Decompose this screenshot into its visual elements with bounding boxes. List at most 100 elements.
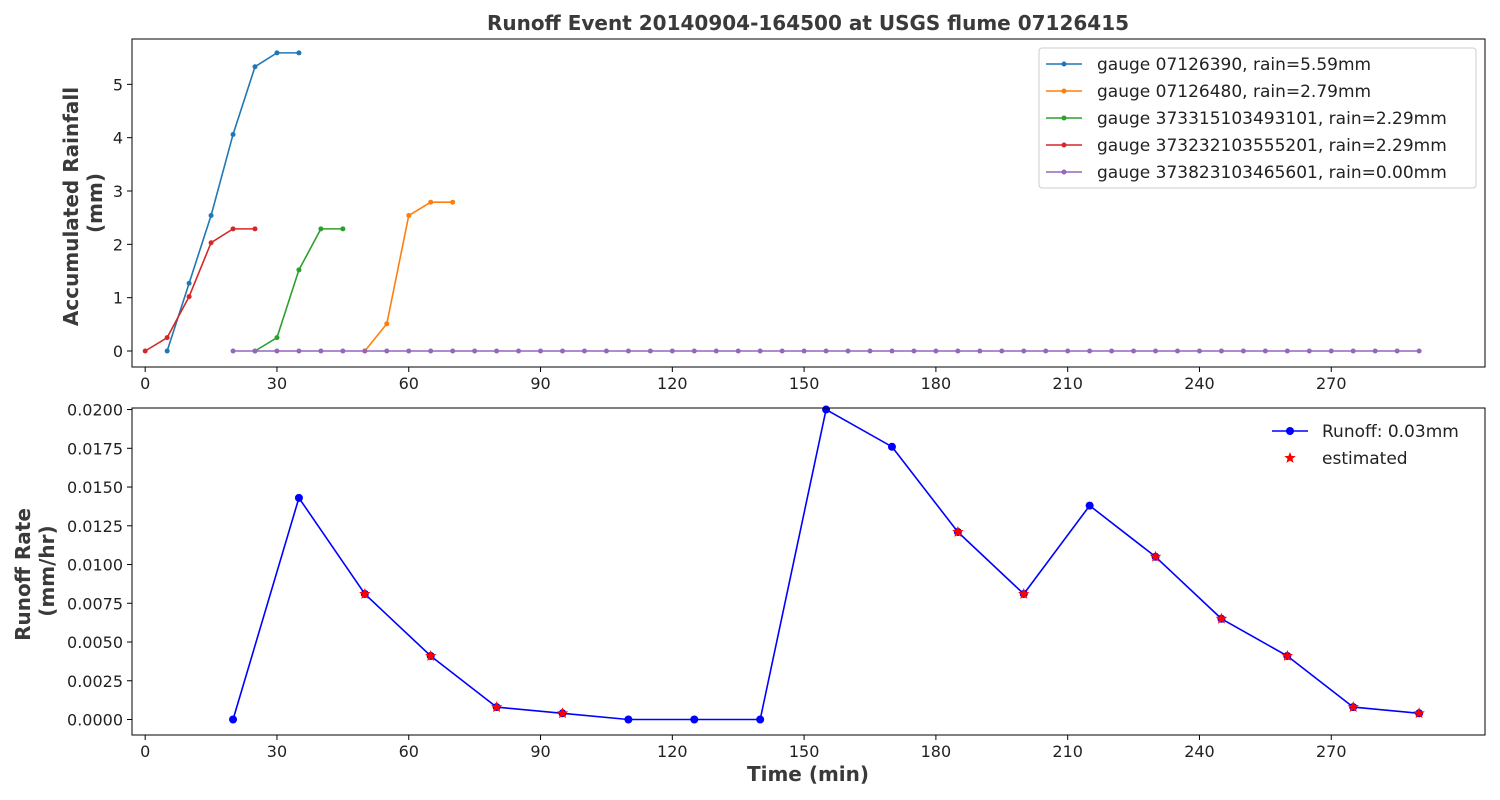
runoff-series-0-point [294, 493, 303, 502]
runoff-legend-label: Runoff: 0.03mm [1322, 422, 1459, 442]
runoff-series-1 [359, 525, 1425, 719]
runoff-series-1-point [1413, 707, 1425, 719]
rainfall-series-4-point [911, 348, 917, 354]
runoff-series-1-point [425, 649, 437, 661]
rainfall-series-4-point [1240, 348, 1246, 354]
rainfall-series-3-point [252, 226, 258, 232]
runoff-series-1-point [490, 701, 503, 712]
rainfall-series-3-point [142, 348, 148, 354]
rainfall-series-2-point [318, 226, 324, 232]
rainfall-y-tick-label: 3 [113, 182, 123, 201]
rainfall-series-4-point [1262, 348, 1268, 354]
rainfall-series-4-point [933, 348, 939, 354]
rainfall-series-1-point [450, 199, 456, 205]
rainfall-x-tick-label: 180 [921, 374, 952, 393]
runoff-x-tick-label: 180 [921, 742, 952, 761]
rainfall-series-4-point [889, 348, 895, 354]
rainfall-series-4-point [1109, 348, 1115, 354]
runoff-series-0-point [624, 715, 633, 724]
runoff-series-0-point [1085, 501, 1094, 510]
rainfall-series-4-point [1394, 348, 1400, 354]
runoff-x-tick-label: 240 [1184, 742, 1215, 761]
rainfall-series-0-point [208, 213, 214, 219]
rainfall-series-4-point [472, 348, 478, 354]
rainfall-x-tick-label: 150 [789, 374, 820, 393]
runoff-legend-item: Runoff: 0.03mm [1272, 422, 1459, 442]
runoff-y-axis-label-line1: Runoff Rate [11, 508, 35, 641]
rainfall-series-4-point [384, 348, 390, 354]
rainfall-series-4-point [318, 348, 324, 354]
chart-title: Runoff Event 20140904-164500 at USGS flu… [487, 11, 1129, 35]
rainfall-series-3-point [164, 335, 170, 341]
runoff-series-1-point [1347, 701, 1359, 712]
rainfall-series-4-point [450, 348, 456, 354]
rainfall-series-4-point [1175, 348, 1180, 354]
rainfall-x-tick-label: 60 [399, 374, 419, 393]
rainfall-series-4-point [955, 348, 961, 354]
rainfall-series-1-point [428, 199, 434, 205]
runoff-series-0-point [690, 715, 699, 724]
runoff-legend-label: estimated [1322, 449, 1408, 469]
rainfall-series-0 [164, 50, 302, 354]
rainfall-series-4-point [1131, 348, 1137, 354]
rainfall-legend-marker [1061, 88, 1067, 94]
rainfall-series-4-point [1196, 348, 1202, 354]
runoff-y-tick-label: 0.0000 [67, 711, 123, 730]
runoff-y-tick-label: 0.0100 [67, 556, 123, 575]
runoff-series-1-point [1149, 550, 1162, 562]
rainfall-series-4-point [801, 348, 807, 354]
runoff-x-tick-label: 120 [657, 742, 688, 761]
rainfall-series-3-line [144, 228, 255, 352]
runoff-series-0-point [822, 405, 831, 414]
runoff-legend-marker [1286, 427, 1294, 435]
rainfall-series-4-point [1284, 348, 1290, 354]
rainfall-legend-label: gauge 373823103465601, rain=0.00mm [1097, 163, 1447, 183]
runoff-y-tick-label: 0.0150 [67, 478, 123, 497]
rainfall-series-4-point [757, 348, 763, 354]
rainfall-series-4-point [603, 348, 609, 354]
rainfall-y-tick-label: 4 [113, 129, 123, 148]
rainfall-series-4-point [845, 348, 851, 354]
runoff-y-tick-label: 0.0200 [67, 401, 123, 420]
rainfall-series-0-point [230, 131, 236, 137]
rainfall-series-4-point [252, 348, 258, 354]
rainfall-x-tick-label: 90 [530, 374, 550, 393]
rainfall-series-4-point [296, 348, 302, 354]
runoff-series-1-point [359, 587, 371, 599]
rainfall-series-4-point [274, 348, 280, 354]
rainfall-series-3-point [230, 226, 236, 232]
rainfall-legend-label: gauge 373232103555201, rain=2.29mm [1097, 136, 1447, 156]
runoff-series-1-point [952, 525, 964, 537]
rainfall-series-4-point [1218, 348, 1224, 354]
rainfall-series-4 [230, 348, 1422, 354]
rainfall-series-4-point [1021, 348, 1027, 354]
rainfall-series-4-point [779, 348, 785, 354]
rainfall-series-1-point [384, 321, 390, 327]
rainfall-series-4-point [691, 348, 697, 354]
rainfall-series-4-point [713, 348, 719, 354]
rainfall-series-4-point [823, 348, 829, 354]
runoff-series-0-point [229, 715, 238, 724]
rainfall-series-4-point [1306, 348, 1312, 354]
rainfall-series-4-point [1087, 348, 1093, 354]
rainfall-y-axis-label-line2: (mm) [83, 173, 107, 233]
rainfall-series-0-point [164, 348, 170, 354]
runoff-y-axis-label: Runoff Rate (mm/hr) [11, 501, 59, 641]
rainfall-series-0-point [186, 280, 192, 286]
rainfall-series-4-point [625, 348, 631, 354]
rainfall-legend-marker [1061, 115, 1067, 121]
rainfall-legend-item: gauge 373315103493101, rain=2.29mm [1046, 109, 1447, 129]
rainfall-legend-label: gauge 07126480, rain=2.79mm [1097, 82, 1371, 102]
rainfall-series-1-point [406, 213, 412, 219]
rainfall-series-4-point [362, 348, 368, 354]
runoff-series-0-point [756, 715, 765, 724]
rainfall-y-tick-label: 5 [113, 75, 123, 94]
rainfall-series-4-point [1372, 348, 1378, 354]
rainfall-series-4-point [867, 348, 873, 354]
rainfall-series-0-point [274, 50, 280, 56]
rainfall-panel: 0 30 60 90 120 150 180 210 240 270 0 1 2 3 4 5 Accumul… [59, 38, 1486, 393]
rainfall-series-4-point [1153, 348, 1159, 354]
rainfall-y-tick-label: 2 [113, 235, 123, 254]
rainfall-series-0-point [252, 64, 258, 70]
